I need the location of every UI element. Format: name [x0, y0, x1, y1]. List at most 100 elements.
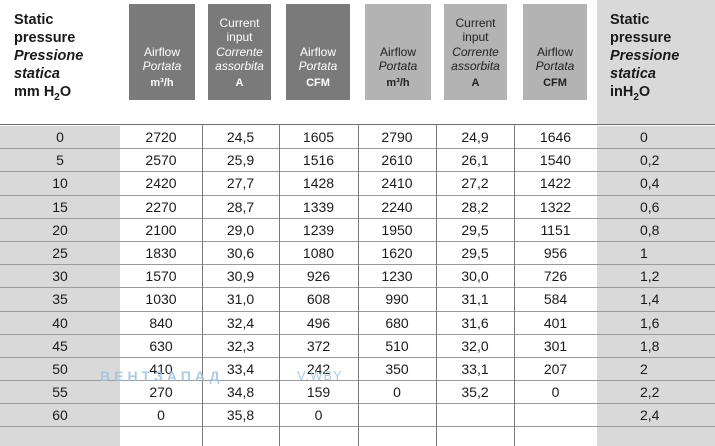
table-row: 10 2420 27,7 1428 2410 27,2 1422 0,4: [0, 171, 715, 196]
table-cell: 2100: [120, 218, 202, 242]
table-cell: 30,9: [202, 264, 279, 289]
table-cell: 1,4: [597, 287, 715, 312]
table-cell: 0: [358, 380, 436, 405]
header-right-line3: Pressione: [610, 48, 680, 64]
table-cell: 24,5: [202, 126, 279, 150]
col-divider: [514, 124, 515, 446]
table-cell: 2240: [358, 195, 436, 219]
table-cell: 27,7: [202, 171, 279, 196]
table-cell: 1422: [514, 171, 597, 196]
table-cell: 32,0: [436, 334, 514, 358]
table-cell: 1516: [279, 148, 358, 173]
table-row: 50 410 33,4 242 350 33,1 207 2: [0, 357, 715, 382]
table-cell: 956: [514, 241, 597, 266]
table-cell: 0: [597, 126, 715, 150]
header-right-line2: pressure: [610, 30, 672, 46]
table-cell: 25: [0, 241, 120, 266]
table-cell: 0: [279, 403, 358, 428]
table-cell: 2,4: [597, 403, 715, 428]
table-cell: 2410: [358, 171, 436, 196]
table-cell: 301: [514, 334, 597, 358]
table-row: 45 630 32,3 372 510 32,0 301 1,8: [0, 334, 715, 358]
table-cell: 372: [279, 334, 358, 358]
table-cell: 1620: [358, 241, 436, 266]
table-cell: 242: [279, 357, 358, 382]
table-cell: 28,7: [202, 195, 279, 219]
table-cell: 30: [0, 264, 120, 289]
table-cell: 2790: [358, 126, 436, 150]
table-row: 55 270 34,8 159 0 35,2 0 2,2: [0, 380, 715, 405]
table-row: 15 2270 28,7 1339 2240 28,2 1322 0,6: [0, 195, 715, 219]
table-cell: 31,0: [202, 287, 279, 312]
table-row: 20 2100 29,0 1239 1950 29,5 1151 0,8: [0, 218, 715, 242]
table-cell: 270: [120, 380, 202, 405]
table-cell: 1540: [514, 148, 597, 173]
table-cell: 31,1: [436, 287, 514, 312]
table-cell: 1428: [279, 171, 358, 196]
table-cell: [358, 403, 436, 428]
table-cell: 29,5: [436, 241, 514, 266]
table-cell: 20: [0, 218, 120, 242]
table-cell: 33,1: [436, 357, 514, 382]
table-cell: 840: [120, 311, 202, 335]
header-left-line3: Pressione: [14, 48, 84, 64]
col-header-current-1: Current input Corrente assorbita A: [208, 4, 271, 100]
table-row: 0 2720 24,5 1605 2790 24,9 1646 0: [0, 126, 715, 150]
table-cell: 0: [120, 403, 202, 428]
table-cell: 2570: [120, 148, 202, 173]
table-cell: 35,8: [202, 403, 279, 428]
table-cell: 50: [0, 357, 120, 382]
table-cell: 1080: [279, 241, 358, 266]
table-cell: 32,4: [202, 311, 279, 335]
table-cell: 2420: [120, 171, 202, 196]
table-cell: 5: [0, 148, 120, 173]
table-cell: 1950: [358, 218, 436, 242]
table-cell: 410: [120, 357, 202, 382]
table-cell: 584: [514, 287, 597, 312]
table-cell: 350: [358, 357, 436, 382]
table-cell: 10: [0, 171, 120, 196]
header-left-line1: Static: [14, 12, 54, 28]
table-cell: 0,8: [597, 218, 715, 242]
col-header-airflow-m3h-1: Airflow Portata m³/h: [129, 4, 195, 100]
table-cell: 1,6: [597, 311, 715, 335]
watermark-logo: ВЕНТЗАПАД: [100, 368, 224, 384]
table-cell: 680: [358, 311, 436, 335]
table-cell: 401: [514, 311, 597, 335]
table-cell: 1,8: [597, 334, 715, 358]
table-row: 35 1030 31,0 608 990 31,1 584 1,4: [0, 287, 715, 312]
table-cell: 45: [0, 334, 120, 358]
table-row: 25 1830 30,6 1080 1620 29,5 956 1: [0, 241, 715, 266]
table-cell: 1322: [514, 195, 597, 219]
table-cell: 990: [358, 287, 436, 312]
header-right-line1: Static: [610, 12, 650, 28]
table-cell: 0: [514, 380, 597, 405]
col-header-airflow-cfm-2: Airflow Portata CFM: [523, 4, 587, 100]
table-cell: 0,4: [597, 171, 715, 196]
table-cell: 2270: [120, 195, 202, 219]
table-cell: 33,4: [202, 357, 279, 382]
col-header-airflow-cfm-1: Airflow Portata CFM: [286, 4, 350, 100]
table-cell: 1151: [514, 218, 597, 242]
table-cell: 2: [597, 357, 715, 382]
table-cell: 35: [0, 287, 120, 312]
table-cell: 32,3: [202, 334, 279, 358]
table-cell: 27,2: [436, 171, 514, 196]
col-divider: [202, 124, 203, 446]
table-cell: 30,0: [436, 264, 514, 289]
col-divider: [436, 124, 437, 446]
table-cell: 1605: [279, 126, 358, 150]
table-cell: 1830: [120, 241, 202, 266]
table-cell: 30,6: [202, 241, 279, 266]
table-cell: 1646: [514, 126, 597, 150]
table-cell: 1239: [279, 218, 358, 242]
table-cell: 630: [120, 334, 202, 358]
table-cell: 25,9: [202, 148, 279, 173]
col-divider: [358, 124, 359, 446]
header-right-unit: inH2O: [610, 84, 651, 103]
table-cell: 2,2: [597, 380, 715, 405]
col-header-current-2: Current input Corrente assorbita A: [444, 4, 507, 100]
header-divider: [0, 124, 715, 125]
table-cell: 1,2: [597, 264, 715, 289]
table-cell: 60: [0, 403, 120, 428]
